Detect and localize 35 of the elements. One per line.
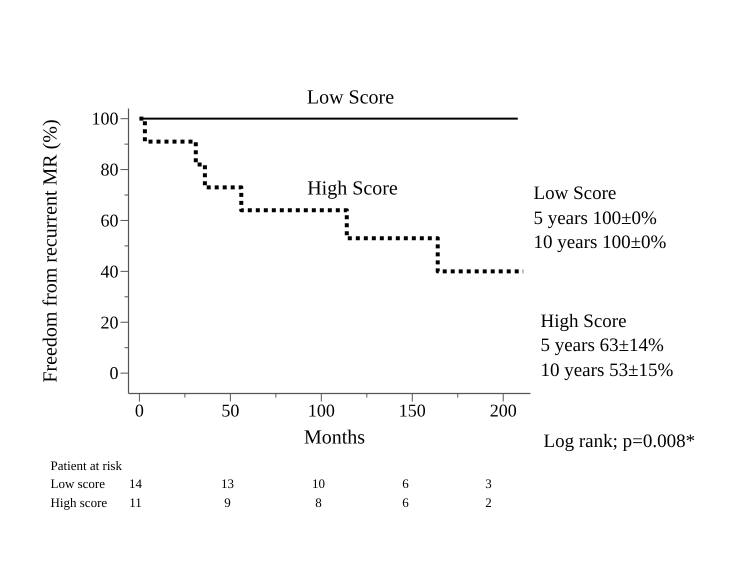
text: 2: [485, 495, 492, 510]
text: High score: [50, 495, 108, 510]
text: 10 years 100±0%: [534, 232, 667, 253]
text: Patient at risk: [50, 458, 122, 473]
annotation: Low Score: [306, 86, 394, 108]
text: 13: [221, 476, 234, 491]
y-tick-label: 100: [92, 108, 118, 129]
text: 11: [129, 495, 142, 510]
text: Low score: [50, 476, 106, 491]
text: Log rank; p=0.008*: [544, 431, 696, 452]
text: 10: [312, 476, 325, 491]
x-tick-label: 50: [221, 400, 240, 420]
text: 6: [402, 476, 410, 491]
y-tick-label: 80: [100, 160, 118, 180]
y-tick-label: 20: [100, 312, 118, 332]
text: Low Score: [534, 183, 616, 204]
y-tick-label: 0: [110, 363, 118, 384]
x-tick-label: 150: [398, 400, 426, 420]
x-tick-label: 100: [308, 400, 335, 420]
text: 8: [315, 495, 322, 510]
text: 5 years 100±0%: [534, 208, 658, 229]
x-tick-label: 200: [490, 400, 517, 420]
x-axis-title: Months: [304, 426, 366, 448]
y-axis-title: Freedom from recurrent MR (%): [40, 119, 62, 383]
text: High Score: [540, 311, 627, 332]
annotation: High Score: [307, 178, 398, 200]
text: 3: [485, 476, 492, 491]
text: 6: [402, 495, 410, 510]
y-tick-label: 60: [100, 210, 118, 230]
x-tick-label: 0: [134, 400, 144, 420]
text: 14: [129, 476, 142, 491]
text: 9: [224, 495, 231, 510]
text: 10 years 53±15%: [540, 360, 674, 381]
y-tick-label: 40: [100, 261, 118, 282]
text: 5 years 63±14%: [540, 335, 664, 356]
